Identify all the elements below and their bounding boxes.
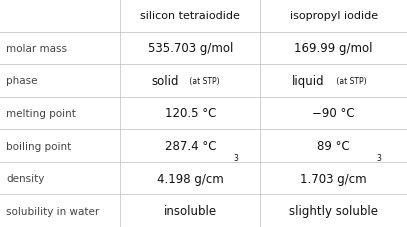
Text: insoluble: insoluble — [164, 204, 217, 217]
Text: 4.198 g/cm: 4.198 g/cm — [157, 172, 224, 185]
Text: liquid: liquid — [292, 75, 324, 88]
Text: 3: 3 — [377, 153, 382, 162]
Text: molar mass: molar mass — [6, 44, 67, 54]
Text: 287.4 °C: 287.4 °C — [164, 139, 216, 152]
Text: solid: solid — [151, 75, 179, 88]
Text: (at STP): (at STP) — [187, 76, 220, 86]
Text: melting point: melting point — [6, 109, 76, 118]
Text: 89 °C: 89 °C — [317, 139, 350, 152]
Text: 3: 3 — [233, 153, 238, 162]
Text: (at STP): (at STP) — [334, 76, 366, 86]
Text: solubility in water: solubility in water — [6, 206, 99, 216]
Text: phase: phase — [6, 76, 37, 86]
Text: 1.703 g/cm: 1.703 g/cm — [300, 172, 367, 185]
Text: silicon tetraiodide: silicon tetraiodide — [140, 11, 240, 21]
Text: slightly soluble: slightly soluble — [289, 204, 378, 217]
Text: isopropyl iodide: isopropyl iodide — [290, 11, 378, 21]
Text: 535.703 g/mol: 535.703 g/mol — [148, 42, 233, 55]
Text: 120.5 °C: 120.5 °C — [164, 107, 216, 120]
Text: 169.99 g/mol: 169.99 g/mol — [295, 42, 373, 55]
Text: density: density — [6, 173, 44, 183]
Text: −90 °C: −90 °C — [313, 107, 355, 120]
Text: boiling point: boiling point — [6, 141, 71, 151]
